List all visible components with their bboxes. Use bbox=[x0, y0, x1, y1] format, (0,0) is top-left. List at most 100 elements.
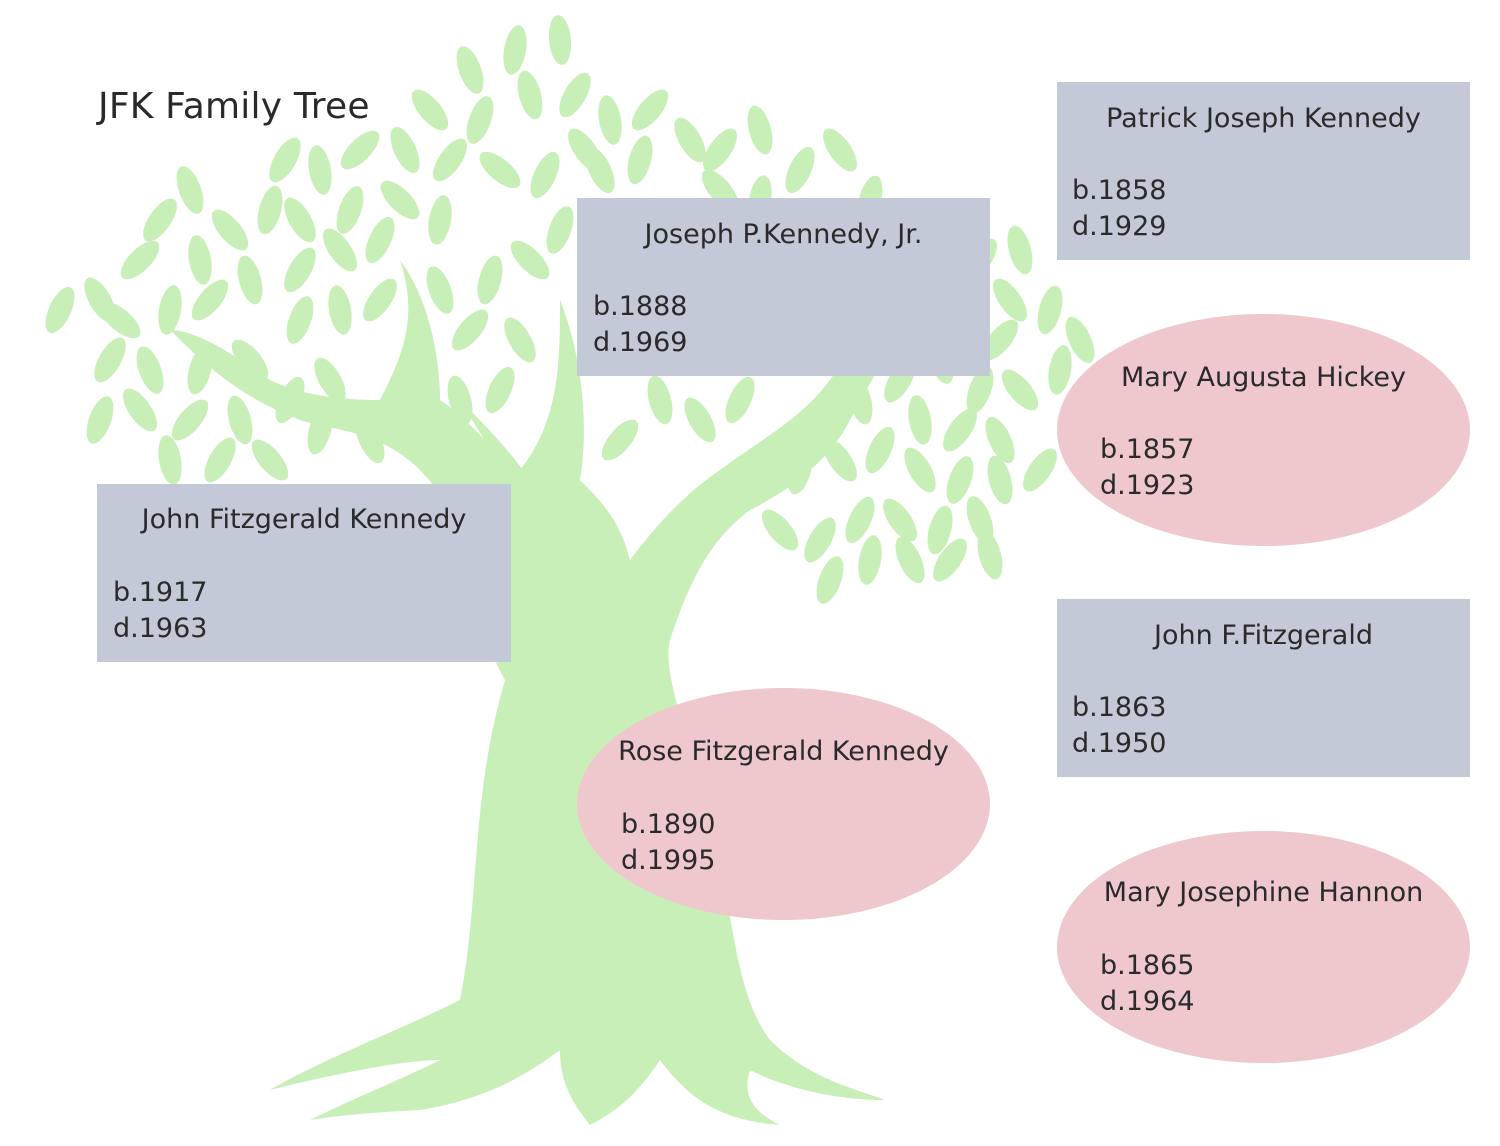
leaf-shape bbox=[503, 25, 527, 75]
leaf-shape bbox=[204, 437, 236, 483]
leaf-shape bbox=[895, 536, 925, 584]
leaf-shape bbox=[559, 72, 591, 118]
leaf-shape bbox=[804, 517, 836, 563]
leaf-shape bbox=[548, 15, 572, 65]
leaf-shape bbox=[1001, 369, 1039, 411]
leaf-shape bbox=[977, 530, 1003, 580]
leaf-shape bbox=[158, 435, 182, 485]
leaf-shape bbox=[725, 376, 755, 424]
leaf-shape bbox=[231, 339, 269, 381]
leaf-shape bbox=[785, 146, 815, 194]
birth-year: b.1865 bbox=[1100, 950, 1195, 981]
birth-year: b.1888 bbox=[593, 291, 688, 322]
leaf-shape bbox=[143, 198, 177, 242]
person-name: John F.Fitzgerald bbox=[1154, 620, 1373, 651]
leaf-shape bbox=[426, 266, 454, 314]
leaf-shape bbox=[257, 185, 283, 235]
person-dates: b.1890 d.1995 bbox=[621, 807, 715, 879]
leaf-shape bbox=[365, 216, 395, 264]
person-dates: b.1888 d.1969 bbox=[593, 289, 687, 361]
person-name: Mary Augusta Hickey bbox=[1120, 362, 1407, 393]
leaf-shape bbox=[390, 126, 420, 174]
leaf-shape bbox=[927, 505, 953, 555]
leaf-shape bbox=[904, 447, 936, 493]
person-dates: b.1917 d.1963 bbox=[113, 575, 207, 647]
leaf-shape bbox=[45, 286, 75, 334]
leaf-shape bbox=[908, 395, 932, 445]
leaf-shape bbox=[517, 70, 543, 120]
leaf-shape bbox=[191, 279, 229, 321]
leaf-shape bbox=[428, 195, 452, 245]
leaf-shape bbox=[411, 89, 449, 131]
person-box-joseph: Joseph P.Kennedy, Jr. b.1888 d.1969 bbox=[577, 198, 990, 376]
person-box-jfk: John Fitzgerald Kennedy b.1917 d.1963 bbox=[97, 484, 511, 662]
death-year: d.1963 bbox=[113, 613, 208, 644]
birth-year: b.1917 bbox=[113, 577, 208, 608]
leaf-shape bbox=[933, 538, 967, 582]
leaf-shape bbox=[136, 346, 164, 394]
leaf-shape bbox=[627, 135, 653, 185]
leaf-shape bbox=[284, 197, 316, 243]
leaf-shape bbox=[94, 337, 126, 383]
leaf-shape bbox=[504, 317, 536, 363]
leaf-shape bbox=[1037, 285, 1063, 335]
leaf-shape bbox=[237, 255, 263, 305]
leaf-shape bbox=[269, 137, 301, 183]
leaf-shape bbox=[647, 375, 673, 425]
leaf-shape bbox=[601, 419, 639, 461]
leaf-shape bbox=[510, 240, 550, 280]
leaf-shape bbox=[631, 89, 669, 131]
person-name: John Fitzgerald Kennedy bbox=[141, 504, 467, 535]
leaf-shape bbox=[883, 498, 917, 542]
leaf-shape bbox=[943, 408, 977, 452]
person-dates: b.1858 d.1929 bbox=[1072, 173, 1166, 245]
person-ellipse-mary-hickey: Mary Augusta Hickey b.1857 d.1923 bbox=[1057, 314, 1470, 546]
leaf-shape bbox=[530, 151, 560, 199]
leaf-shape bbox=[674, 117, 706, 163]
leaf-shape bbox=[823, 128, 857, 172]
person-name: Patrick Joseph Kennedy bbox=[1106, 103, 1421, 134]
leaf-shape bbox=[123, 388, 157, 432]
leaf-shape bbox=[993, 278, 1027, 322]
person-name: Mary Josephine Hannon bbox=[1103, 877, 1424, 908]
birth-year: b.1890 bbox=[621, 809, 716, 840]
death-year: d.1950 bbox=[1072, 728, 1167, 759]
leaf-shape bbox=[858, 535, 882, 585]
leaf-shape bbox=[585, 146, 615, 194]
leaf-shape bbox=[747, 105, 773, 155]
leaf-shape bbox=[86, 396, 114, 444]
birth-year: b.1857 bbox=[1100, 434, 1195, 465]
birth-year: b.1863 bbox=[1072, 692, 1167, 723]
leaf-shape bbox=[1065, 316, 1095, 364]
leaf-shape bbox=[684, 397, 716, 443]
leaf-shape bbox=[340, 130, 380, 170]
leaf-shape bbox=[1048, 345, 1072, 395]
death-year: d.1929 bbox=[1072, 211, 1167, 242]
diagram-title: JFK Family Tree bbox=[98, 86, 370, 127]
death-year: d.1995 bbox=[621, 845, 716, 876]
leaf-shape bbox=[546, 206, 574, 254]
person-name: Joseph P.Kennedy, Jr. bbox=[644, 219, 923, 250]
leaf-shape bbox=[314, 357, 346, 403]
leaf-shape bbox=[251, 439, 289, 481]
person-box-patrick: Patrick Joseph Kennedy b.1858 d.1929 bbox=[1057, 82, 1470, 260]
leaf-shape bbox=[188, 235, 212, 285]
leaf-shape bbox=[985, 416, 1015, 464]
person-dates: b.1857 d.1923 bbox=[1100, 432, 1194, 504]
person-dates: b.1863 d.1950 bbox=[1072, 690, 1166, 762]
person-dates: b.1865 d.1964 bbox=[1100, 948, 1194, 1020]
leaf-shape bbox=[598, 95, 622, 145]
death-year: d.1923 bbox=[1100, 470, 1195, 501]
leaf-shape bbox=[451, 309, 489, 351]
leaf-shape bbox=[456, 46, 484, 94]
leaf-shape bbox=[308, 145, 332, 195]
leaf-shape bbox=[328, 285, 352, 335]
leaf-shape bbox=[761, 509, 799, 551]
tree-trunk bbox=[170, 260, 920, 1125]
leaf-shape bbox=[323, 228, 357, 272]
leaf-shape bbox=[171, 399, 209, 441]
birth-year: b.1858 bbox=[1072, 175, 1167, 206]
leaf-shape bbox=[845, 496, 875, 544]
leaf-shape bbox=[176, 166, 204, 214]
leaf-shape bbox=[363, 278, 397, 322]
